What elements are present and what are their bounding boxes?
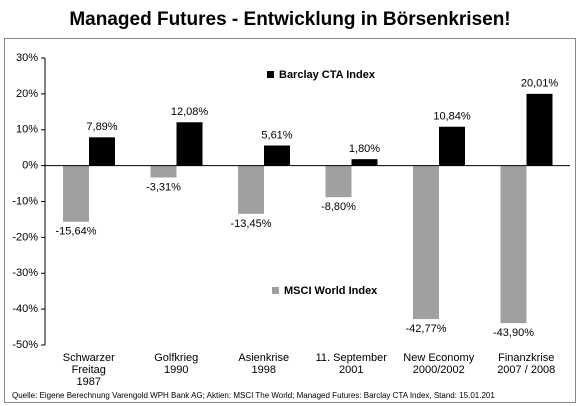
y-tick-label: -10% (12, 195, 38, 207)
bar (439, 126, 465, 166)
value-label: 12,08% (171, 106, 209, 118)
y-tick-label: 10% (16, 124, 38, 136)
x-tick-label: 1990 (164, 364, 188, 376)
value-label: -8,80% (321, 201, 356, 213)
bar (351, 159, 378, 166)
bar (413, 165, 439, 320)
y-tick-label: -20% (12, 231, 38, 243)
value-label: -3,31% (146, 181, 181, 193)
y-tick-label: 30% (16, 52, 38, 64)
source-note: Quelle: Eigene Berechnung Varengold WPH … (12, 391, 495, 400)
x-tick-label: 2000/2002 (413, 364, 465, 376)
bar (526, 93, 553, 166)
value-label: 1,80% (349, 143, 380, 155)
value-label: -42,77% (406, 323, 447, 335)
y-tick-label: -50% (12, 339, 38, 351)
legend-label: MSCI World Index (284, 285, 378, 297)
value-label: 5,61% (261, 129, 292, 141)
legend-label: Barclay CTA Index (279, 69, 376, 81)
x-tick-label: New Economy (403, 352, 474, 364)
x-tick-label: Schwarzer (63, 352, 115, 364)
x-tick-label: Asienkrise (238, 352, 289, 364)
value-label: 20,01% (521, 78, 559, 90)
bar (500, 165, 527, 324)
x-tick-label: 2001 (339, 364, 363, 376)
bar (150, 165, 177, 178)
x-tick-label: Golfkrieg (154, 352, 198, 364)
bar (264, 145, 290, 166)
x-tick-label: Finanzkrise (498, 352, 554, 364)
x-tick-label: 1987 (77, 376, 101, 388)
value-label: -15,64% (56, 226, 97, 238)
bar (63, 165, 89, 222)
value-label: -13,45% (231, 218, 272, 230)
chart-title: Managed Futures - Entwicklung in Börsenk… (69, 9, 510, 30)
x-tick-label: 1998 (252, 364, 276, 376)
y-tick-label: -40% (12, 303, 38, 315)
legend-swatch (272, 287, 279, 294)
bar (238, 165, 264, 214)
x-tick-label: 2007 / 2008 (497, 364, 555, 376)
chart-frame (4, 38, 576, 403)
y-tick-label: 20% (16, 88, 38, 100)
x-tick-label: 11. September (316, 352, 388, 364)
bar (325, 165, 352, 198)
value-label: -43,90% (493, 327, 534, 339)
bar (89, 137, 115, 166)
legend-swatch (267, 71, 274, 78)
x-tick-label: Freitag (72, 364, 106, 376)
value-label: 10,84% (433, 111, 471, 123)
bar (176, 122, 203, 166)
value-label: 7,89% (86, 121, 117, 133)
y-tick-label: 0% (22, 160, 38, 172)
y-tick-label: -30% (12, 267, 38, 279)
